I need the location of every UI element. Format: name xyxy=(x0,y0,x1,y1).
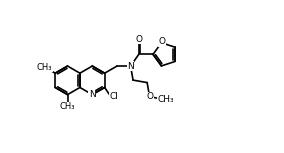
Text: Cl: Cl xyxy=(110,92,119,101)
Text: N: N xyxy=(89,90,96,99)
Text: N: N xyxy=(127,62,134,71)
Text: O: O xyxy=(146,92,153,101)
Text: CH₃: CH₃ xyxy=(37,63,53,72)
Text: CH₃: CH₃ xyxy=(60,102,75,111)
Text: CH₃: CH₃ xyxy=(158,95,175,104)
Text: O: O xyxy=(158,37,166,46)
Text: O: O xyxy=(135,35,142,44)
